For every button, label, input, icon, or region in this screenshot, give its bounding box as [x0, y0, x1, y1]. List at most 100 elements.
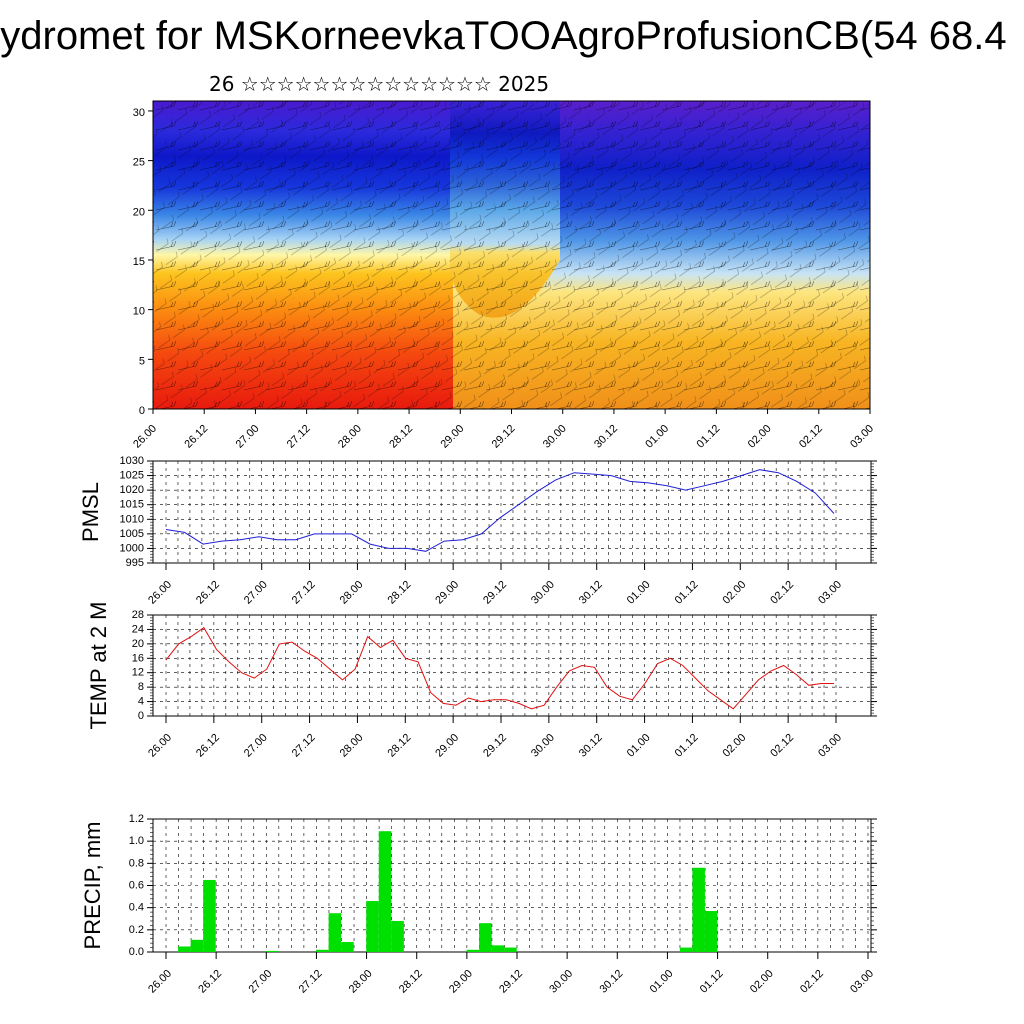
x-tick-label: 28.00 — [336, 423, 364, 451]
x-tick-label: 26.12 — [196, 968, 224, 996]
y-tick-label: 0.4 — [129, 902, 144, 914]
x-tick-label: 02.12 — [798, 968, 826, 996]
precip-bar — [378, 831, 392, 952]
x-tick-label: 29.12 — [481, 579, 509, 607]
y-tick-label: 15 — [133, 256, 145, 268]
x-tick-label: 02.00 — [746, 423, 774, 451]
precip-bar — [391, 920, 404, 952]
x-tick-label: 27.12 — [290, 579, 318, 607]
x-tick-label: 01.12 — [673, 579, 701, 607]
y-tick-label: 0 — [139, 405, 145, 417]
x-tick-label: 27.00 — [234, 423, 262, 451]
precip-bar — [190, 939, 204, 952]
precip-bar — [265, 950, 279, 952]
x-tick-label: 26.00 — [146, 968, 174, 996]
x-tick-label: 01.12 — [695, 423, 723, 451]
temp-panel-frame — [152, 614, 872, 717]
y-tick-label: 1010 — [120, 513, 144, 525]
y-tick-label: 1025 — [120, 470, 144, 482]
y-tick-label: 1005 — [120, 528, 144, 540]
y-tick-label: 16 — [132, 652, 144, 664]
y-tick-label: 25 — [133, 157, 145, 169]
x-tick-label: 30.00 — [547, 968, 575, 996]
x-tick-label: 29.00 — [433, 579, 461, 607]
x-tick-label: 26.00 — [146, 579, 174, 607]
x-tick-label: 02.00 — [720, 732, 748, 760]
x-tick-label: 27.12 — [290, 732, 318, 760]
x-tick-label: 28.12 — [387, 423, 415, 451]
x-tick-label: 01.00 — [625, 579, 653, 607]
precip-bar — [466, 949, 480, 952]
x-tick-label: 27.00 — [246, 968, 274, 996]
y-tick-label: 20 — [133, 206, 145, 218]
y-tick-label: 0.0 — [129, 946, 144, 958]
precip-bar — [178, 946, 191, 952]
precip-bar — [491, 945, 505, 952]
precip-bar — [366, 901, 379, 952]
x-tick-label: 01.12 — [698, 968, 726, 996]
x-tick-label: 02.12 — [768, 732, 796, 760]
precip-bar — [203, 879, 216, 952]
pmsl-panel: 995 1000 1005 1010 1015 1020 1025 1030 26.00 26.1… — [78, 455, 877, 607]
x-tick-label: 29.00 — [433, 732, 461, 760]
x-tick-label: 03.00 — [816, 579, 844, 607]
x-tick-label: 30.12 — [577, 579, 605, 607]
x-tick-label: 27.12 — [285, 423, 313, 451]
x-tick-label: 29.00 — [438, 423, 466, 451]
x-tick-label: 01.00 — [648, 968, 676, 996]
x-tick-label: 26.12 — [194, 579, 222, 607]
y-tick-label: 1030 — [120, 455, 144, 467]
x-tick-label: 03.00 — [848, 968, 876, 996]
precip-bar — [316, 949, 329, 952]
x-tick-label: 26.12 — [194, 732, 222, 760]
x-tick-label: 02.12 — [768, 579, 796, 607]
x-tick-label: 02.12 — [797, 423, 825, 451]
y-tick-label: 0.8 — [129, 857, 144, 869]
x-tick-label: 26.00 — [146, 732, 174, 760]
x-tick-label: 03.00 — [848, 423, 876, 451]
y-tick-label: 8 — [138, 681, 144, 693]
x-tick-label: 29.12 — [490, 423, 518, 451]
x-tick-label: 30.12 — [592, 423, 620, 451]
x-tick-label: 02.00 — [720, 579, 748, 607]
x-tick-label: 28.00 — [338, 732, 366, 760]
y-tick-label: 12 — [132, 667, 144, 679]
x-tick-label: 29.00 — [447, 968, 475, 996]
x-tick-label: 01.12 — [673, 732, 701, 760]
x-tick-label: 30.12 — [597, 968, 625, 996]
x-tick-label: 28.12 — [397, 968, 425, 996]
y-tick-label: 1.2 — [129, 813, 144, 825]
x-tick-label: 28.00 — [347, 968, 375, 996]
x-tick-label: 30.00 — [541, 423, 569, 451]
y-tick-label: 20 — [132, 638, 144, 650]
x-tick-label: 29.12 — [497, 968, 525, 996]
precip-bar — [679, 947, 693, 952]
x-tick-label: 30.12 — [577, 732, 605, 760]
x-tick-label: 30.00 — [529, 732, 557, 760]
precip-bar — [692, 867, 705, 952]
y-tick-label: 28 — [132, 609, 144, 621]
precip-bar — [504, 947, 517, 952]
x-tick-label: 27.12 — [297, 968, 325, 996]
temp-panel: 0 4 8 12 16 20 24 28 26.00 26.12 27.00 27.12 28.00 28… — [86, 602, 877, 760]
x-tick-label: 02.00 — [748, 968, 776, 996]
precip-bar — [328, 913, 342, 952]
y-tick-label: 0 — [138, 710, 144, 722]
precip-panel: 0.0 0.2 0.4 0.6 0.8 1.0 1.2 26.00 26.12 27.00 27.1… — [80, 813, 877, 996]
x-tick-label: 26.00 — [131, 423, 159, 451]
y-tick-label: 995 — [126, 557, 144, 569]
x-tick-label: 01.00 — [625, 732, 653, 760]
x-tick-label: 28.00 — [338, 579, 366, 607]
x-tick-label: 27.00 — [242, 732, 270, 760]
y-tick-label: 24 — [132, 623, 144, 635]
pmsl-panel-frame — [152, 460, 872, 564]
y-tick-label: 5 — [139, 355, 145, 367]
series-line — [165, 469, 835, 552]
y-tick-label: 4 — [138, 696, 144, 708]
precip-bar — [704, 910, 718, 952]
x-tick-label: 26.12 — [182, 423, 210, 451]
x-tick-label: 28.12 — [385, 579, 413, 607]
precip-bar — [341, 942, 354, 952]
x-tick-label: 30.00 — [529, 579, 557, 607]
